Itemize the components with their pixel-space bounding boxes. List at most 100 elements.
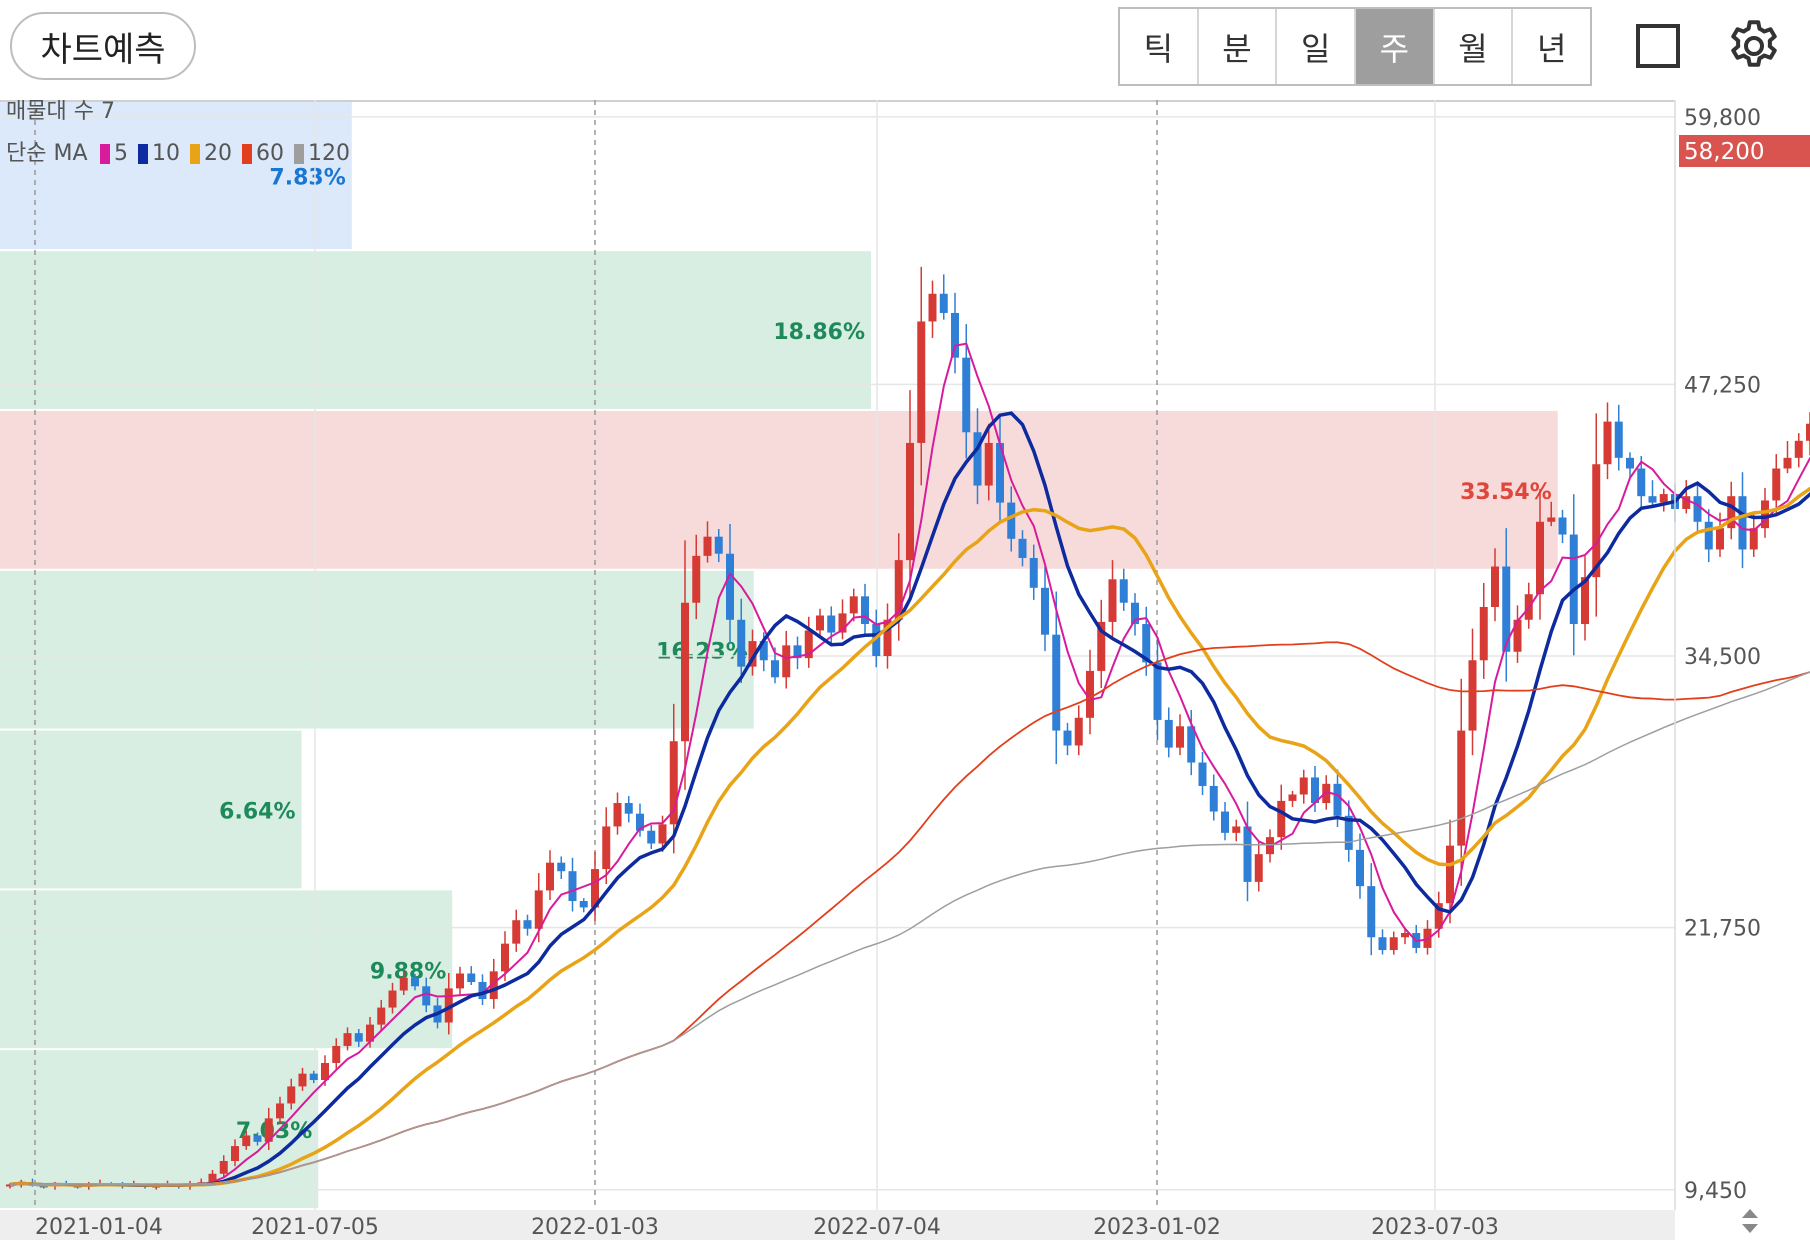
tab-year[interactable]: 년 xyxy=(1536,29,1567,68)
candle-body xyxy=(1119,579,1128,603)
candle-body xyxy=(838,613,847,633)
candle-body xyxy=(501,943,509,972)
candle-body xyxy=(298,1073,307,1087)
candle-body xyxy=(1558,517,1567,535)
ma-legend-swatch xyxy=(294,144,304,164)
scroll-handle-icon xyxy=(1742,1209,1758,1233)
price-tick-label: 9,450 xyxy=(1684,1179,1747,1204)
volume-profile-label: 매물대 수 7 xyxy=(6,100,115,124)
candle-body xyxy=(309,1073,318,1081)
candle-body xyxy=(1513,619,1522,652)
candle-body xyxy=(1254,854,1263,882)
candle-body xyxy=(1547,517,1556,522)
ma-legend-swatch xyxy=(138,144,148,164)
candle-body xyxy=(1333,783,1342,816)
candle-body xyxy=(1693,496,1702,522)
candle-body xyxy=(883,619,892,656)
current-price-label: 58,200 xyxy=(1684,139,1764,165)
price-tick-label: 47,250 xyxy=(1684,373,1761,398)
candle-body xyxy=(1142,624,1151,663)
candle-body xyxy=(366,1024,374,1042)
candle-body xyxy=(1221,811,1229,833)
candle-body xyxy=(579,901,588,908)
candle-body xyxy=(861,596,869,625)
moving-average-line xyxy=(9,342,1810,1187)
gear-icon[interactable] xyxy=(1724,16,1784,76)
price-tick-label: 59,800 xyxy=(1684,106,1761,131)
candle-body xyxy=(39,1185,48,1188)
chart-forecast-button[interactable]: 차트예측 xyxy=(10,12,196,80)
square-icon[interactable] xyxy=(1636,24,1680,68)
candle-body xyxy=(1806,423,1810,441)
candle-body xyxy=(1187,726,1196,763)
candle-body xyxy=(1097,621,1106,671)
candle-body xyxy=(1434,903,1443,929)
candle-body xyxy=(1209,785,1218,812)
candle-body xyxy=(759,641,768,661)
tab-day[interactable]: 일 xyxy=(1277,9,1357,84)
price-chart[interactable]: 7.83%18.86%33.54%16.23%6.64%9.88%7.03%매물… xyxy=(0,100,1810,1240)
candle-body xyxy=(1772,468,1781,501)
candle-body xyxy=(1704,521,1713,550)
candle-body xyxy=(321,1062,329,1081)
candle-body xyxy=(849,596,858,614)
candle-body xyxy=(984,442,993,486)
candle-body xyxy=(1502,566,1511,652)
moving-average-line xyxy=(9,486,1810,1187)
interval-tabs: 틱 분 일 주 월 년 xyxy=(1118,7,1592,86)
candle-body xyxy=(1322,783,1331,804)
candle-body xyxy=(1592,464,1601,578)
candle-body xyxy=(647,830,656,844)
candle-body xyxy=(771,660,779,678)
candle-body xyxy=(613,803,622,827)
volume-profile-percent: 6.64% xyxy=(219,799,295,824)
candle-body xyxy=(1614,421,1623,458)
ma-legend-swatch xyxy=(100,144,110,164)
candle-body xyxy=(411,977,419,987)
date-tick-label: 2023-07-03 xyxy=(1371,1215,1499,1240)
candle-body xyxy=(1007,502,1016,539)
candle-body xyxy=(422,986,431,1006)
candle-body xyxy=(737,619,746,667)
ma-legend-period: 20 xyxy=(204,141,232,166)
candle-body xyxy=(512,920,521,944)
price-tick-label: 34,500 xyxy=(1684,645,1761,670)
date-tick-label: 2022-01-03 xyxy=(531,1215,659,1240)
time-axis-band xyxy=(0,1210,1675,1240)
volume-profile-zone xyxy=(0,890,453,1049)
candle-body xyxy=(354,1033,363,1042)
candle-body xyxy=(276,1103,284,1119)
volume-profile-percent: 33.54% xyxy=(1460,480,1552,505)
candle-body xyxy=(546,862,554,891)
volume-profile-percent: 9.88% xyxy=(370,959,446,984)
candle-body xyxy=(748,641,757,667)
ma-legend-period: 5 xyxy=(114,141,128,166)
candle-body xyxy=(872,624,881,656)
candle-body xyxy=(1029,557,1038,588)
tab-tick[interactable]: 틱 xyxy=(1120,9,1199,84)
candle-body xyxy=(1389,937,1398,951)
tab-month[interactable]: 월 xyxy=(1435,9,1514,84)
candle-body xyxy=(1299,777,1308,795)
candle-body xyxy=(1041,587,1049,635)
volume-profile-zone xyxy=(0,102,352,250)
candle-body xyxy=(1401,933,1409,938)
candle-body xyxy=(1198,762,1207,786)
candle-body xyxy=(928,293,937,322)
candle-body xyxy=(287,1086,296,1104)
candle-body xyxy=(1727,496,1736,529)
ma-legend-swatch xyxy=(190,144,200,164)
candle-body xyxy=(1536,521,1544,595)
candle-body xyxy=(1794,440,1803,458)
tab-minute[interactable]: 분 xyxy=(1199,9,1278,84)
candle-body xyxy=(534,890,543,929)
candle-body xyxy=(399,977,408,991)
candle-body xyxy=(1569,534,1578,625)
candle-body xyxy=(1153,662,1162,720)
candle-body xyxy=(6,1184,14,1187)
candle-body xyxy=(1176,726,1184,748)
tab-week[interactable]: 주 xyxy=(1356,9,1435,84)
candle-body xyxy=(1074,717,1083,746)
ma-legend-period: 60 xyxy=(256,141,284,166)
candle-body xyxy=(804,630,813,659)
